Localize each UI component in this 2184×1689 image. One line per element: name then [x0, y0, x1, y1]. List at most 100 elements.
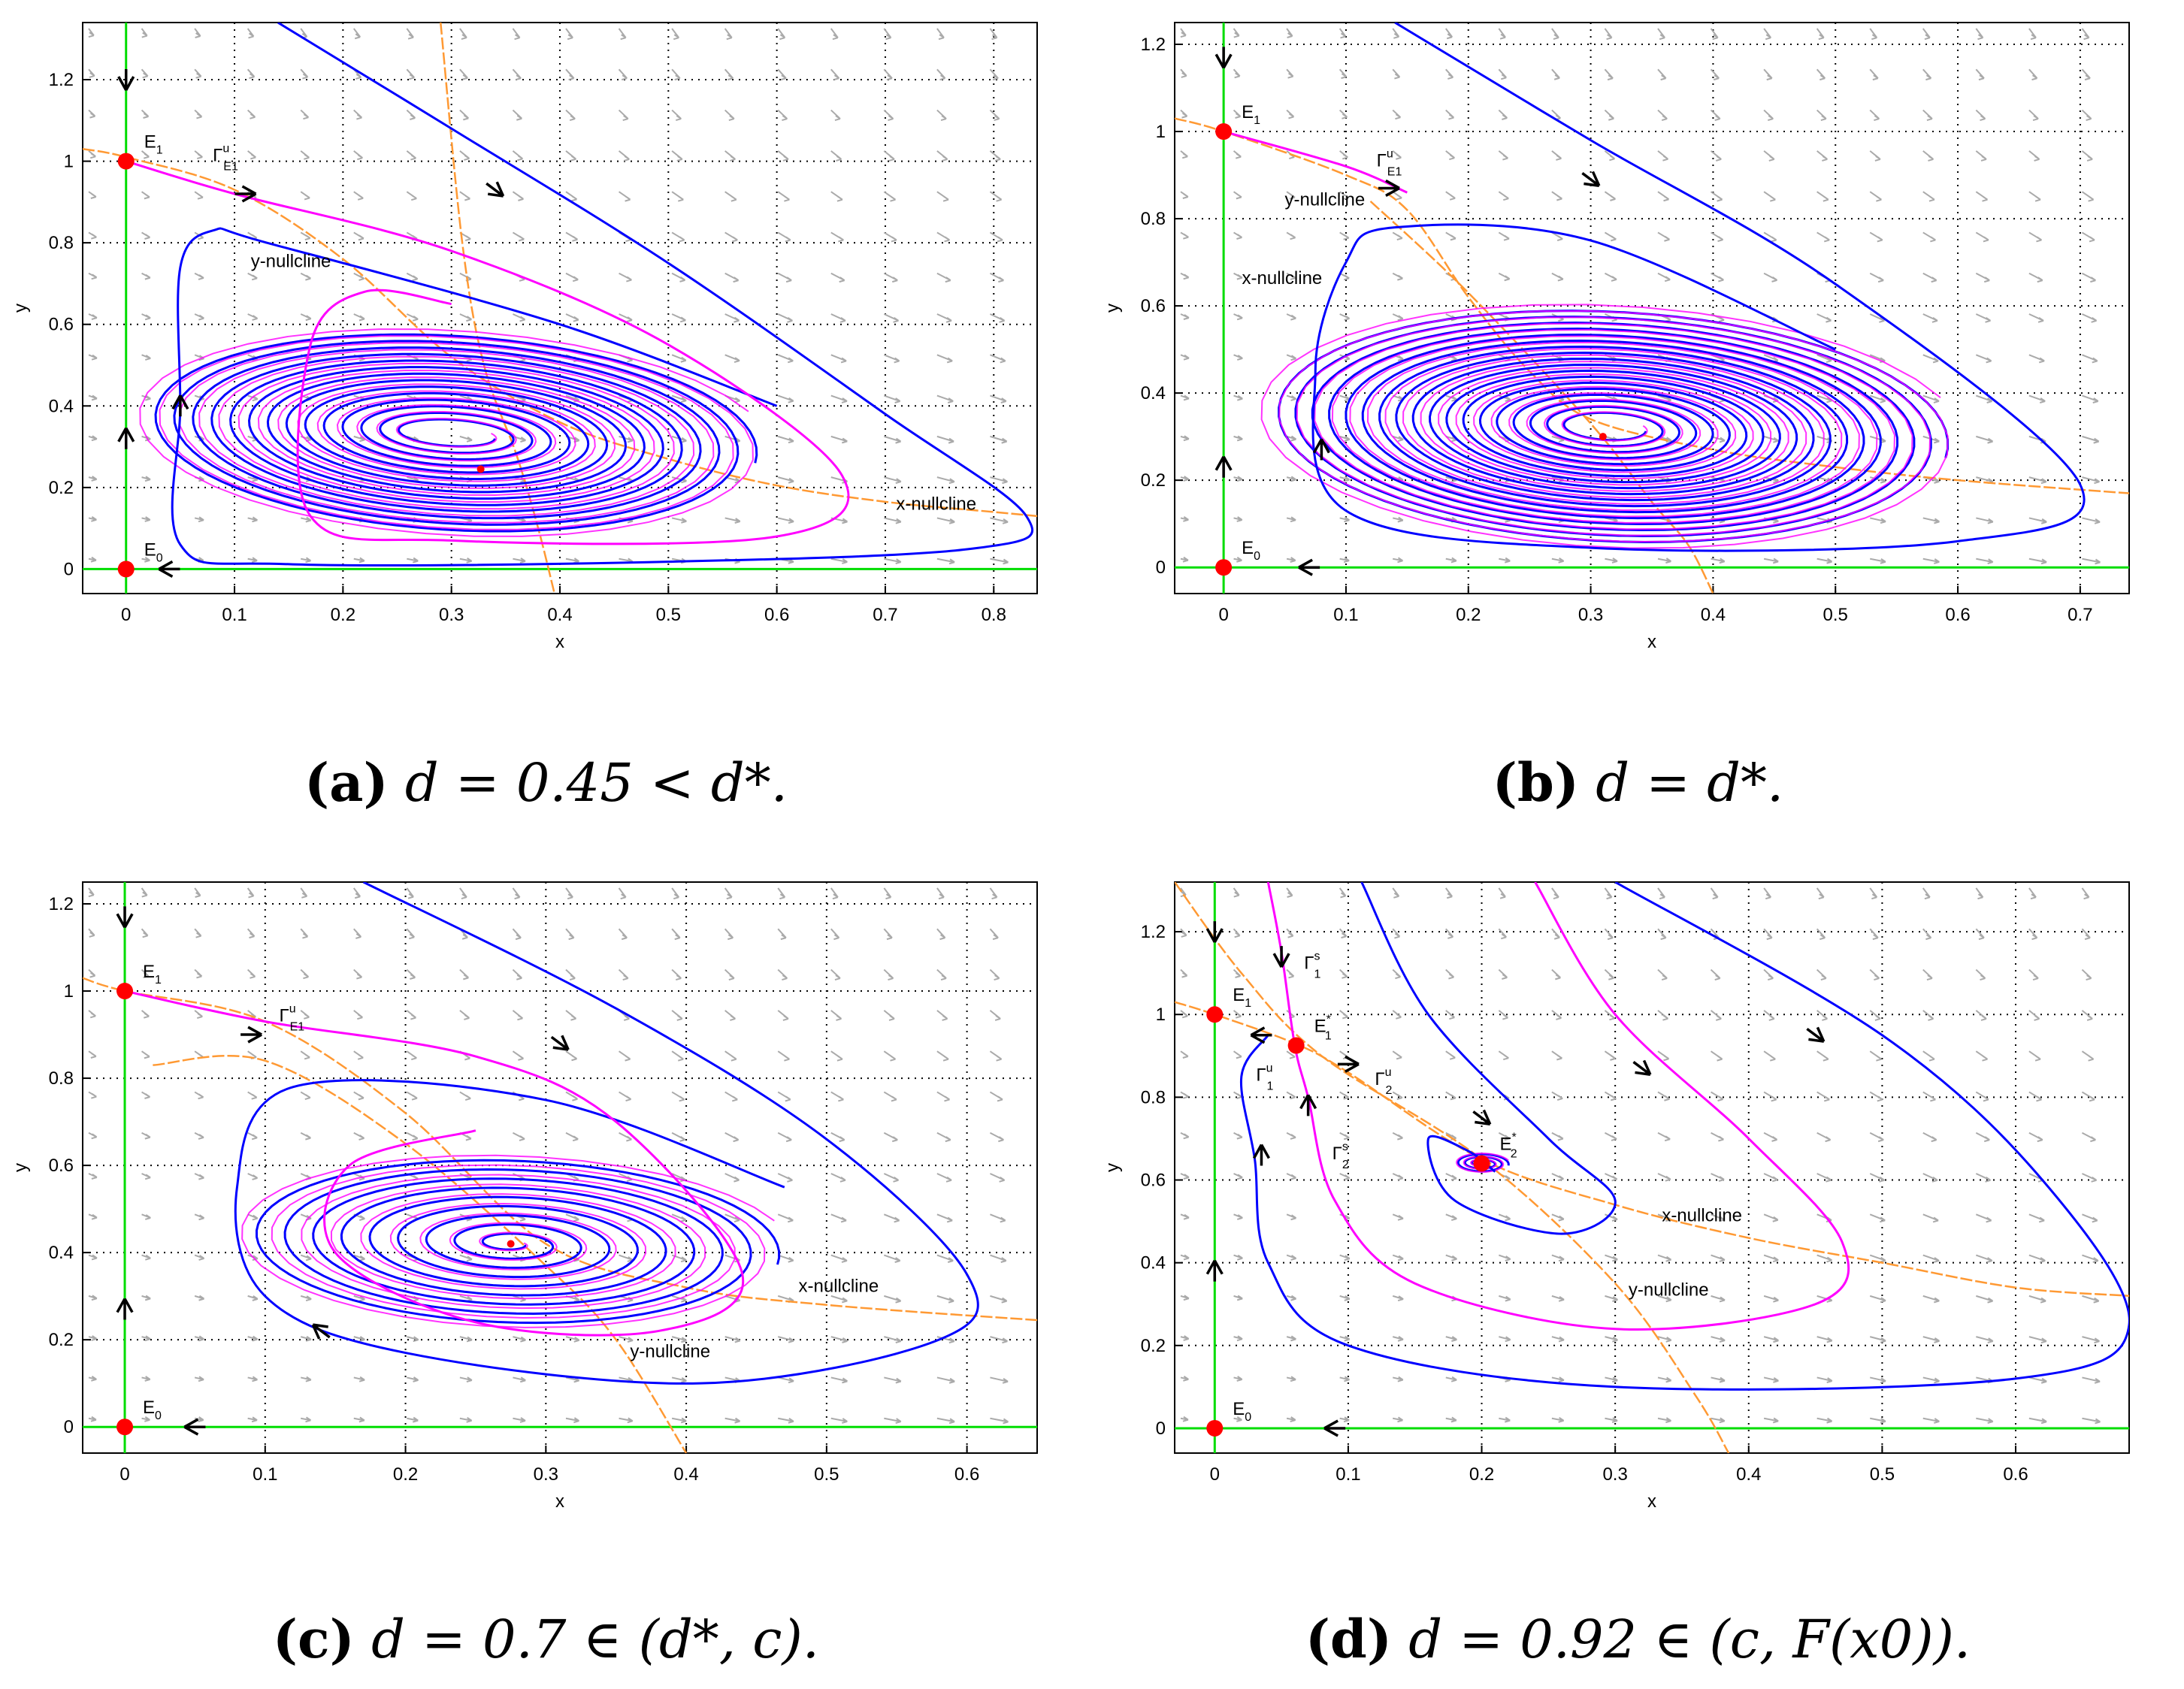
vector-field-arrow	[1233, 394, 1243, 401]
vector-field-arrow	[1180, 1295, 1190, 1301]
vector-field-arrow	[883, 272, 898, 283]
vector-field-arrow	[2082, 1417, 2101, 1425]
vector-field-arrow	[2135, 69, 2143, 80]
vector-field-arrow	[1869, 68, 1879, 81]
vector-field-arrow	[194, 1213, 205, 1221]
curve-label: x-nullcline	[1242, 268, 1323, 289]
vector-field-arrow	[671, 1132, 686, 1142]
vector-field-arrow	[1604, 272, 1617, 282]
vector-field-arrow	[88, 515, 97, 522]
spiral-orbit	[255, 1159, 781, 1325]
vector-field-arrow	[2028, 1295, 2046, 1304]
vector-field-arrow	[141, 1173, 151, 1180]
vector-field-arrow	[1922, 68, 1932, 81]
vector-field-arrow	[1392, 109, 1402, 120]
vector-field-arrow	[194, 1295, 205, 1301]
vector-field-arrow	[1043, 273, 1057, 282]
vector-field-arrow	[724, 272, 740, 283]
vector-field-arrow	[884, 557, 902, 565]
vector-field-arrow	[88, 191, 97, 199]
vector-field-arrow	[1922, 1132, 1937, 1143]
vector-field-arrow	[459, 1416, 473, 1423]
vector-field-arrow	[354, 598, 365, 603]
vector-field-arrow	[141, 1050, 150, 1059]
vector-field-arrow	[671, 231, 685, 243]
vector-field-arrow	[1551, 1336, 1565, 1343]
vector-field-arrow	[1657, 928, 1667, 941]
vector-field-arrow	[883, 968, 894, 981]
vector-field-arrow	[194, 928, 202, 938]
vector-field-arrow	[1710, 1010, 1722, 1021]
vector-field-arrow	[725, 599, 740, 603]
vector-field-arrow	[1816, 68, 1826, 81]
vector-field-arrow	[1445, 1416, 1457, 1423]
vector-field-arrow	[884, 394, 901, 403]
y-tick-label: 0.6	[49, 1156, 74, 1176]
vector-field-arrow	[1181, 1458, 1187, 1462]
vector-field-arrow	[1233, 887, 1240, 898]
vector-field-arrow	[1763, 1417, 1779, 1424]
vector-field-arrow	[1339, 1416, 1350, 1423]
vector-field-arrow	[194, 272, 204, 280]
vector-field-arrow	[989, 1091, 1003, 1102]
vector-field-arrow	[300, 1050, 310, 1060]
vector-field-arrow	[512, 1010, 524, 1021]
vector-field-arrow	[990, 517, 1009, 524]
vector-field-arrow	[300, 109, 310, 120]
vector-field-arrow	[1392, 1295, 1404, 1302]
vector-field-arrow	[459, 109, 470, 121]
vector-field-arrow	[1445, 928, 1454, 939]
direction-arrow	[1632, 1059, 1652, 1076]
vector-field-arrow	[88, 68, 95, 78]
vector-field-arrow	[1922, 1213, 1939, 1223]
vector-field-arrow	[1975, 68, 1985, 81]
vector-field-arrow	[1763, 191, 1776, 202]
vector-field-arrow	[460, 1458, 471, 1463]
vector-field-arrow	[671, 928, 681, 941]
vector-field-arrow	[1763, 1050, 1776, 1062]
vector-field-arrow	[88, 109, 96, 119]
vector-field-arrow	[1043, 396, 1059, 403]
vector-field-arrow	[1816, 1417, 1833, 1424]
vector-field-arrow	[1043, 970, 1052, 980]
vector-field-arrow	[1710, 1050, 1723, 1062]
vector-field-arrow	[354, 1458, 365, 1462]
vector-field-arrow	[1043, 192, 1054, 201]
y-tick-label: 0.8	[49, 233, 74, 253]
vector-field-arrow	[1233, 109, 1242, 119]
inner-orbit	[1360, 882, 1617, 1235]
vector-field-arrow	[1552, 599, 1563, 603]
vector-field-arrow	[2135, 1174, 2149, 1182]
vector-field-arrow	[1710, 968, 1721, 981]
vector-field-arrow	[1287, 598, 1295, 603]
vector-field-arrow	[830, 394, 848, 403]
vector-field-arrow	[1551, 968, 1562, 980]
vector-field-arrow	[566, 1458, 579, 1463]
vector-field-arrow	[407, 1336, 419, 1343]
vector-field-arrow	[937, 1459, 954, 1464]
vector-field-arrow	[1286, 1416, 1296, 1422]
vector-field-arrow	[830, 313, 846, 323]
vector-field-arrow	[1711, 1376, 1726, 1383]
vector-field-arrow	[990, 557, 1009, 565]
vector-field-arrow	[777, 928, 787, 941]
vector-field-arrow	[1180, 1050, 1189, 1059]
vector-field-arrow	[1286, 1376, 1296, 1382]
direction-arrow	[117, 69, 135, 91]
vector-field-arrow	[1763, 28, 1772, 41]
vector-field-arrow	[1339, 1335, 1351, 1342]
spiral-orbit	[154, 333, 758, 533]
vector-field-arrow	[1657, 191, 1670, 202]
vector-field-arrow	[2028, 1336, 2047, 1344]
vector-field-arrow	[406, 1091, 418, 1101]
vector-field-arrow	[2135, 1011, 2146, 1020]
x-tick-label: 0.2	[1469, 1464, 1494, 1485]
vector-field-arrow	[1233, 313, 1243, 321]
x-tick-label: 0.5	[656, 605, 681, 625]
vector-field-arrow	[2082, 394, 2099, 403]
vector-field-arrow	[1286, 928, 1294, 938]
vector-field-arrow	[512, 68, 522, 81]
vector-field-arrow	[1286, 354, 1297, 361]
vector-field-arrow	[1043, 559, 1061, 564]
vector-field-arrow	[1657, 1295, 1672, 1303]
